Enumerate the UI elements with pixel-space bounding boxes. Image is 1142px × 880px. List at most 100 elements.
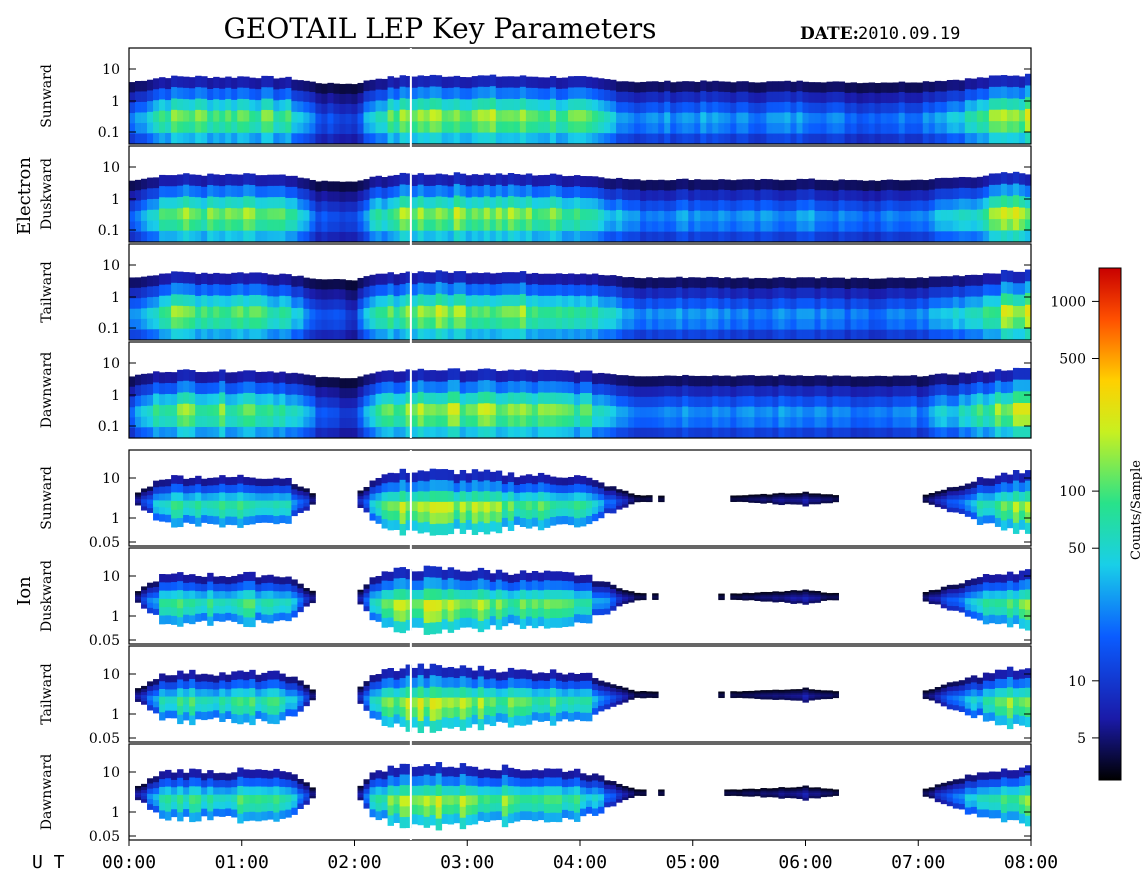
spectrogram-cell — [399, 567, 407, 579]
spectrogram-cell — [543, 518, 551, 528]
spectrogram-cell — [225, 427, 232, 439]
spectrogram-cell — [453, 492, 461, 502]
spectrogram-cell — [808, 319, 815, 331]
spectrogram-cell — [700, 91, 707, 103]
spectrogram-cell — [513, 196, 521, 209]
spectrogram-cell — [357, 231, 364, 243]
spectrogram-cell — [465, 88, 473, 100]
spectrogram-cell — [964, 384, 972, 396]
spectrogram-cell — [225, 132, 232, 145]
spectrogram-cell — [171, 87, 178, 99]
spectrogram-cell — [700, 288, 707, 300]
spectrogram-cell — [844, 123, 851, 135]
spectrogram-cell — [447, 317, 455, 330]
spectrogram-cell — [561, 581, 569, 591]
spectrogram-cell — [982, 219, 990, 232]
spectrogram-cell — [772, 495, 779, 498]
spectrogram-cell — [435, 75, 443, 88]
spectrogram-cell — [135, 287, 142, 299]
spectrogram-cell — [856, 417, 864, 429]
spectrogram-cell — [886, 396, 894, 408]
spectrogram-cell — [934, 592, 942, 595]
spectrogram-cell — [297, 90, 304, 102]
spectrogram-cell — [423, 511, 431, 523]
spectrogram-cell — [255, 89, 262, 101]
spectrogram-cell — [555, 77, 563, 90]
spectrogram-cell — [441, 569, 449, 581]
spectrogram-cell — [640, 211, 647, 222]
spectrogram-cell — [874, 123, 882, 135]
spectrogram-cell — [309, 133, 316, 145]
spectrogram-cell — [958, 602, 966, 608]
spectrogram-cell — [964, 427, 972, 439]
spectrogram-cell — [946, 495, 954, 500]
spectrogram-cell — [201, 584, 208, 592]
spectrogram-cell — [682, 395, 689, 407]
spectrogram-cell — [507, 598, 515, 608]
spectrogram-cell — [778, 596, 785, 599]
spectrogram-cell — [610, 329, 617, 341]
spectrogram-cell — [387, 617, 394, 628]
spectrogram-cell — [676, 386, 683, 398]
spectrogram-cell — [928, 496, 936, 500]
spectrogram-cell — [561, 404, 569, 416]
spectrogram-cell — [952, 209, 960, 222]
spectrogram-cell — [441, 110, 449, 123]
spectrogram-cell — [760, 319, 767, 331]
spectrogram-cell — [664, 298, 671, 310]
spectrogram-cell — [958, 372, 966, 384]
spectrogram-cell — [916, 113, 924, 125]
spectrogram-cell — [610, 601, 617, 607]
spectrogram-cell — [760, 189, 767, 201]
spectrogram-cell — [237, 98, 244, 111]
spectrogram-cell — [147, 490, 154, 496]
spectrogram-cell — [225, 207, 232, 220]
spectrogram-cell — [393, 318, 400, 330]
spectrogram-cell — [670, 211, 677, 222]
spectrogram-cell — [159, 132, 166, 145]
spectrogram-cell — [387, 482, 394, 493]
spectrogram-cell — [820, 501, 827, 504]
spectrogram-cell — [429, 479, 437, 492]
spectrogram-cell — [555, 185, 563, 198]
spectrogram-cell — [940, 329, 948, 341]
spectrogram-cell — [171, 305, 178, 318]
spectrogram-cell — [724, 406, 731, 418]
spectrogram-cell — [237, 272, 244, 285]
spectrogram-cell — [778, 211, 785, 222]
spectrogram-cell — [345, 290, 352, 301]
spectrogram-cell — [616, 599, 623, 604]
spectrogram-cell — [297, 373, 304, 385]
spectrogram-cell — [357, 180, 364, 192]
spectrogram-cell — [1012, 218, 1020, 231]
spectrogram-cell — [525, 404, 533, 416]
spectrogram-cell — [255, 111, 262, 123]
spectrogram-cell — [459, 230, 467, 243]
spectrogram-cell — [766, 495, 773, 498]
spectrogram-cell — [249, 272, 256, 285]
panel-frame — [128, 243, 1032, 341]
spectrogram-cell — [261, 478, 268, 487]
spectrogram-cell — [477, 306, 485, 319]
spectrogram-cell — [537, 510, 545, 521]
spectrogram-cell — [874, 288, 882, 300]
spectrogram-cell — [778, 319, 785, 331]
spectrogram-cell — [513, 185, 521, 198]
spectrogram-cell — [297, 297, 304, 309]
spectrogram-cell — [309, 81, 316, 93]
spectrogram-cell — [195, 613, 202, 622]
spectrogram-cell — [363, 112, 370, 124]
spectrogram-cell — [760, 598, 767, 601]
spectrogram-cell — [483, 219, 491, 232]
spectrogram-cell — [537, 426, 545, 439]
spectrogram-cell — [537, 403, 545, 416]
spectrogram-cell — [495, 184, 503, 197]
spectrogram-cell — [315, 279, 322, 290]
spectrogram-cell — [537, 520, 545, 531]
panel-frame — [128, 47, 1032, 145]
spectrogram-cell — [279, 99, 286, 112]
spectrogram-cell — [429, 294, 437, 307]
spectrogram-cell — [964, 318, 972, 330]
spectrogram-cell — [814, 592, 821, 596]
